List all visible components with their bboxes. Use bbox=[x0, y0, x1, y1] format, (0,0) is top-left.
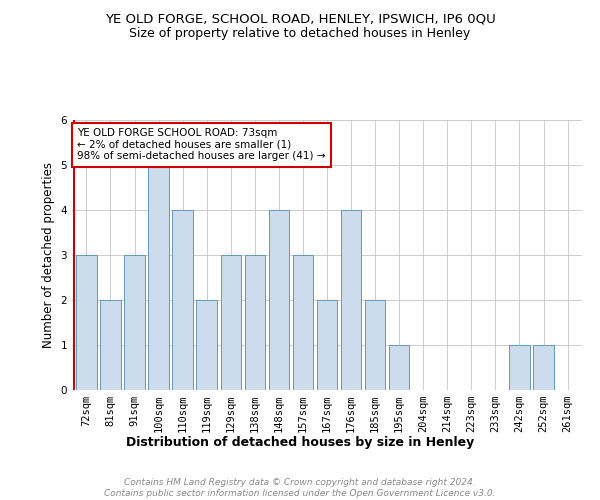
Bar bbox=[100, 300, 121, 390]
Bar bbox=[341, 210, 361, 390]
Bar bbox=[148, 165, 169, 390]
Bar bbox=[124, 255, 145, 390]
Bar bbox=[317, 300, 337, 390]
Text: YE OLD FORGE, SCHOOL ROAD, HENLEY, IPSWICH, IP6 0QU: YE OLD FORGE, SCHOOL ROAD, HENLEY, IPSWI… bbox=[104, 12, 496, 26]
Text: Size of property relative to detached houses in Henley: Size of property relative to detached ho… bbox=[130, 28, 470, 40]
Bar bbox=[269, 210, 289, 390]
Bar bbox=[245, 255, 265, 390]
Bar bbox=[221, 255, 241, 390]
Text: Distribution of detached houses by size in Henley: Distribution of detached houses by size … bbox=[126, 436, 474, 449]
Bar bbox=[365, 300, 385, 390]
Bar bbox=[172, 210, 193, 390]
Y-axis label: Number of detached properties: Number of detached properties bbox=[42, 162, 55, 348]
Bar bbox=[389, 345, 409, 390]
Bar bbox=[533, 345, 554, 390]
Text: Contains HM Land Registry data © Crown copyright and database right 2024.
Contai: Contains HM Land Registry data © Crown c… bbox=[104, 478, 496, 498]
Bar bbox=[293, 255, 313, 390]
Bar bbox=[509, 345, 530, 390]
Text: YE OLD FORGE SCHOOL ROAD: 73sqm
← 2% of detached houses are smaller (1)
98% of s: YE OLD FORGE SCHOOL ROAD: 73sqm ← 2% of … bbox=[77, 128, 326, 162]
Bar bbox=[196, 300, 217, 390]
Bar bbox=[76, 255, 97, 390]
